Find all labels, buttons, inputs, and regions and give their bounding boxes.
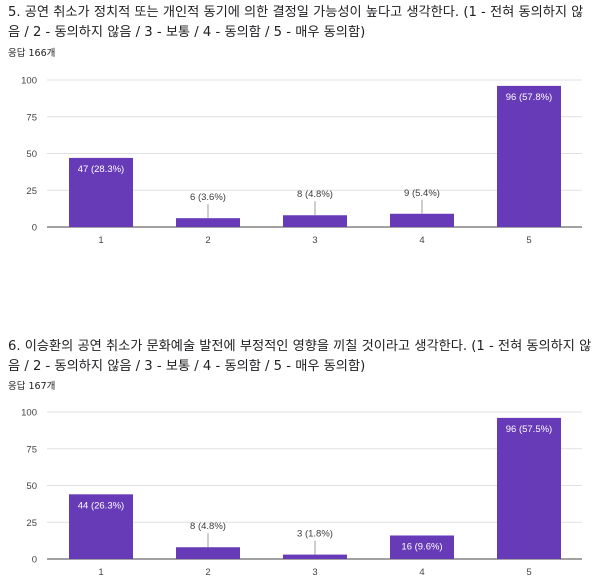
x-tick-label: 2 [205,567,210,578]
data-label: 6 (3.6%) [190,192,226,203]
y-tick-label: 0 [32,223,37,234]
y-tick-label: 50 [26,481,37,492]
x-tick-label: 3 [312,567,317,578]
question-6-response-count: 응답 167개 [8,381,56,392]
y-tick-label: 100 [21,76,37,87]
data-label: 8 (4.8%) [190,521,226,532]
question-5-bar-chart: 0 25 50 75 100 1 47 (28.3%) 2 6 (3.6%) 3 8 (4.8%) 4… [21,76,582,246]
y-tick-label: 25 [26,186,37,197]
question-6-bar-chart: 0 25 50 75 100 1 44 (26.3%) 2 8 (4.8%) 3 3 (1.8%) 4… [21,408,582,578]
y-tick-label: 75 [26,444,37,455]
question-6-card: 6. 이승환의 공연 취소가 문화예술 발전에 부정적인 영향을 끼칠 것이라고… [0,330,600,584]
x-tick-label: 2 [205,235,210,246]
question-5-response-count: 응답 166개 [8,48,56,59]
data-label: 96 (57.5%) [506,424,552,435]
x-tick-label: 4 [419,235,424,246]
y-tick-label: 50 [26,149,37,160]
data-label: 96 (57.8%) [506,92,552,103]
question-5-card: 5. 공연 취소가 정치적 또는 개인적 동기에 의한 결정일 가능성이 높다고… [0,0,600,290]
data-label: 44 (26.3%) [78,500,124,511]
x-tick-label: 5 [526,235,531,246]
bar-1[interactable] [69,494,133,559]
bar-2[interactable] [176,218,240,227]
x-tick-label: 5 [526,567,531,578]
data-label: 8 (4.8%) [297,189,333,200]
y-tick-label: 25 [26,518,37,529]
question-6-title: 6. 이승환의 공연 취소가 문화예술 발전에 부정적인 영향을 끼칠 것이라고… [8,339,592,374]
bar-1[interactable] [69,157,133,227]
bar-5[interactable] [497,417,561,559]
x-tick-label: 1 [98,567,103,578]
bar-2[interactable] [176,547,240,559]
y-tick-label: 0 [32,555,37,566]
data-label: 47 (28.3%) [78,164,124,175]
bar-3[interactable] [283,554,347,559]
data-label: 16 (9.6%) [401,541,442,552]
y-tick-label: 100 [21,408,37,419]
data-label: 3 (1.8%) [297,529,333,540]
x-tick-label: 3 [312,235,317,246]
x-tick-label: 1 [98,235,103,246]
bar-3[interactable] [283,215,347,227]
y-tick-label: 75 [26,112,37,123]
x-tick-label: 4 [419,567,424,578]
bar-4[interactable] [390,213,454,227]
bar-5[interactable] [497,85,561,227]
question-5-title: 5. 공연 취소가 정치적 또는 개인적 동기에 의한 결정일 가능성이 높다고… [8,5,584,40]
bar-4[interactable] [390,535,454,559]
data-label: 9 (5.4%) [404,188,440,199]
